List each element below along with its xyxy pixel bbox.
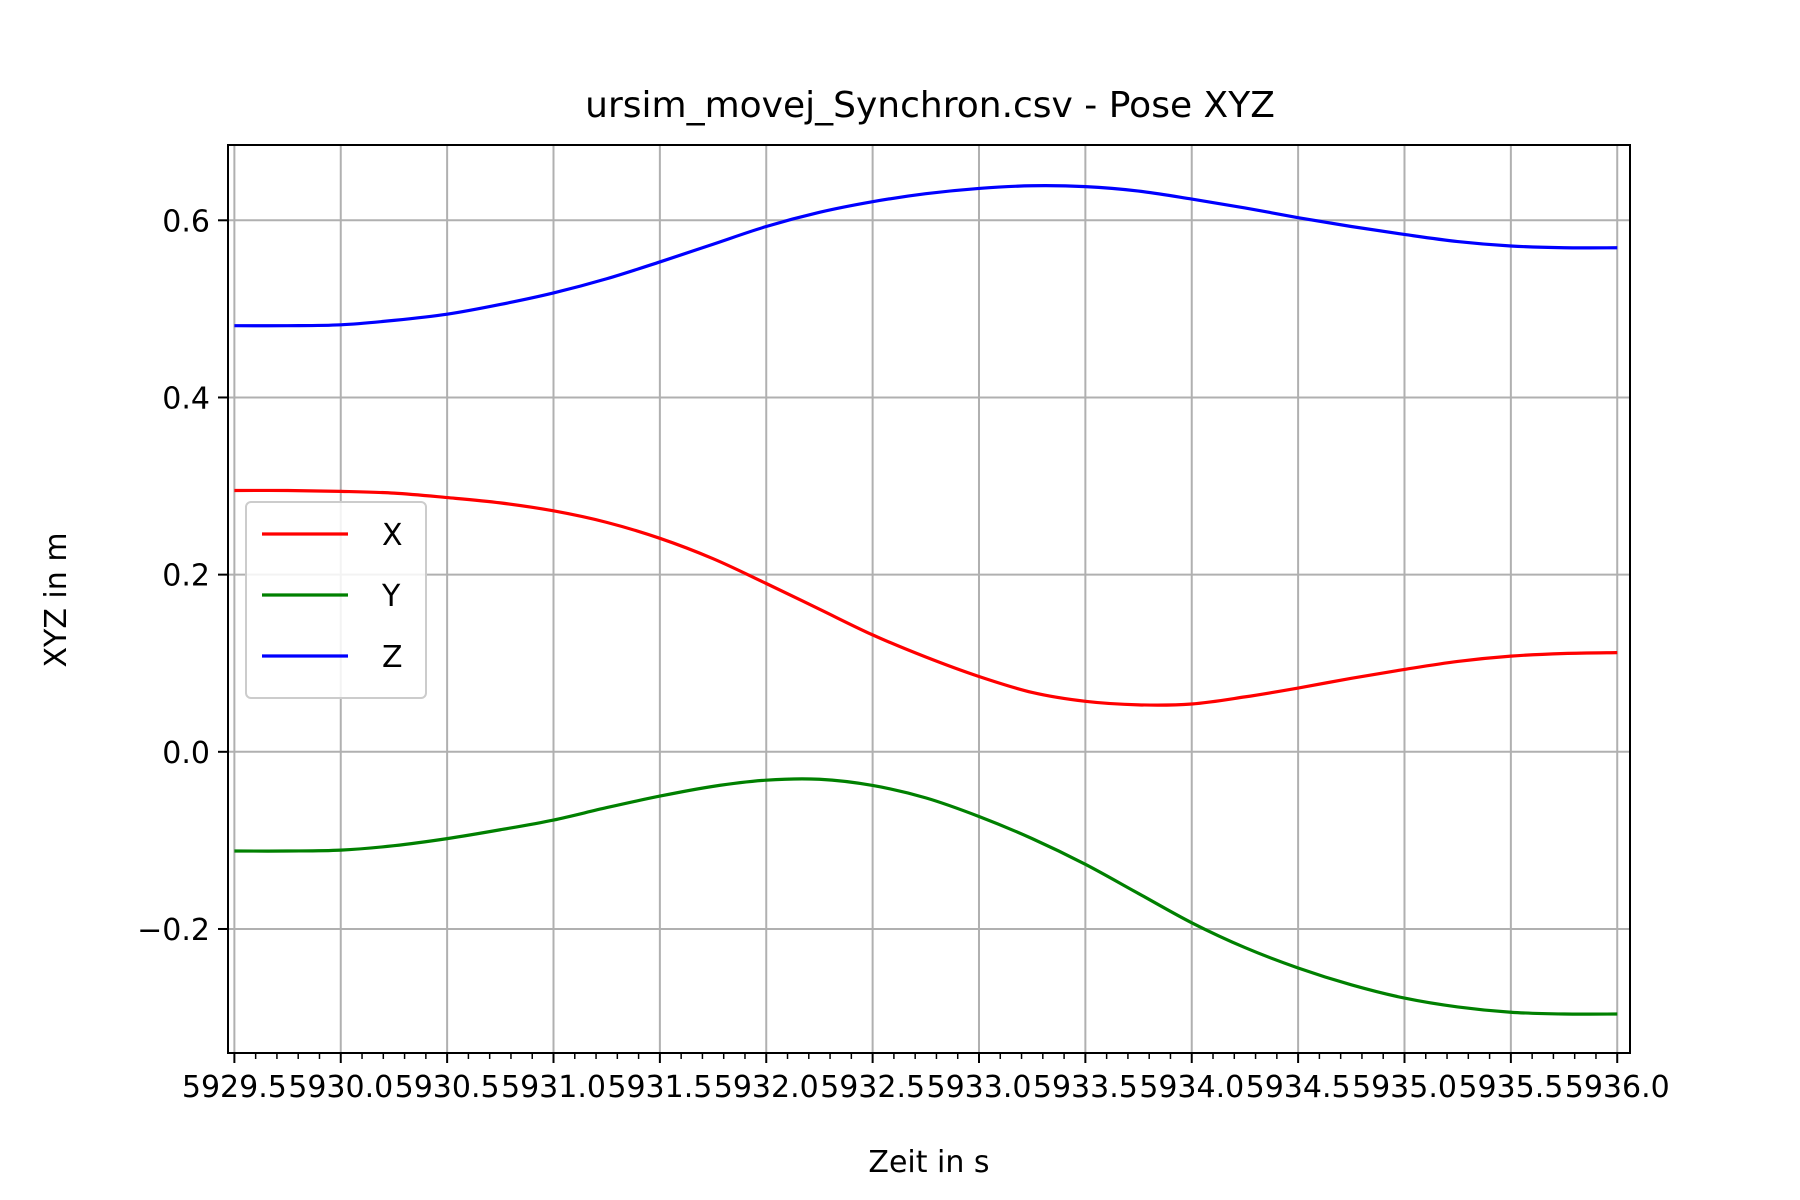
y-tick-label: 0.6 (162, 204, 210, 239)
legend-box (245, 501, 427, 699)
chart-title: ursim_movej_Synchron.csv - Pose XYZ (585, 85, 1275, 126)
x-tick-label: 5930.0 (288, 1070, 393, 1105)
y-tick-label: 0.2 (162, 559, 210, 594)
legend-label-y: Y (381, 579, 401, 614)
x-tick-label: 5929.5 (182, 1070, 287, 1105)
x-tick-label: 5933.5 (1033, 1070, 1138, 1105)
series-line-z (234, 184, 1618, 328)
x-tick-label: 5931.0 (501, 1070, 606, 1105)
x-tick-label: 5934.5 (1246, 1070, 1351, 1105)
axis-ticks: 5929.5 5930.0 5930.5 5931.0 5931.5 5932.0 5932… (137, 204, 1670, 1105)
series-line-x (234, 488, 1618, 707)
x-tick-label: 5930.5 (395, 1070, 500, 1105)
x-tick-label: 5935.5 (1458, 1070, 1563, 1105)
x-tick-label: 5931.5 (607, 1070, 712, 1105)
x-tick-label: 5936.0 (1565, 1070, 1670, 1105)
x-tick-label: 5935.0 (1352, 1070, 1457, 1105)
x-tick-label: 5933.0 (927, 1070, 1032, 1105)
y-tick-label: −0.2 (137, 913, 210, 948)
y-tick-label: 0.4 (162, 381, 210, 416)
x-axis-label: Zeit in s (868, 1145, 989, 1180)
legend: XYZ (245, 501, 427, 699)
y-tick-label: 0.0 (162, 736, 210, 771)
series-line-y (234, 777, 1618, 1016)
grid (228, 145, 1630, 1053)
plot-frame (227, 144, 1631, 1054)
x-tick-label: 5932.5 (820, 1070, 925, 1105)
x-tick-label: 5934.0 (1139, 1070, 1244, 1105)
y-axis-label: XYZ in m (39, 532, 74, 667)
series-lines (234, 184, 1618, 1016)
legend-label-z: Z (382, 640, 403, 675)
x-tick-label: 5932.0 (714, 1070, 819, 1105)
legend-label-x: X (382, 518, 403, 553)
